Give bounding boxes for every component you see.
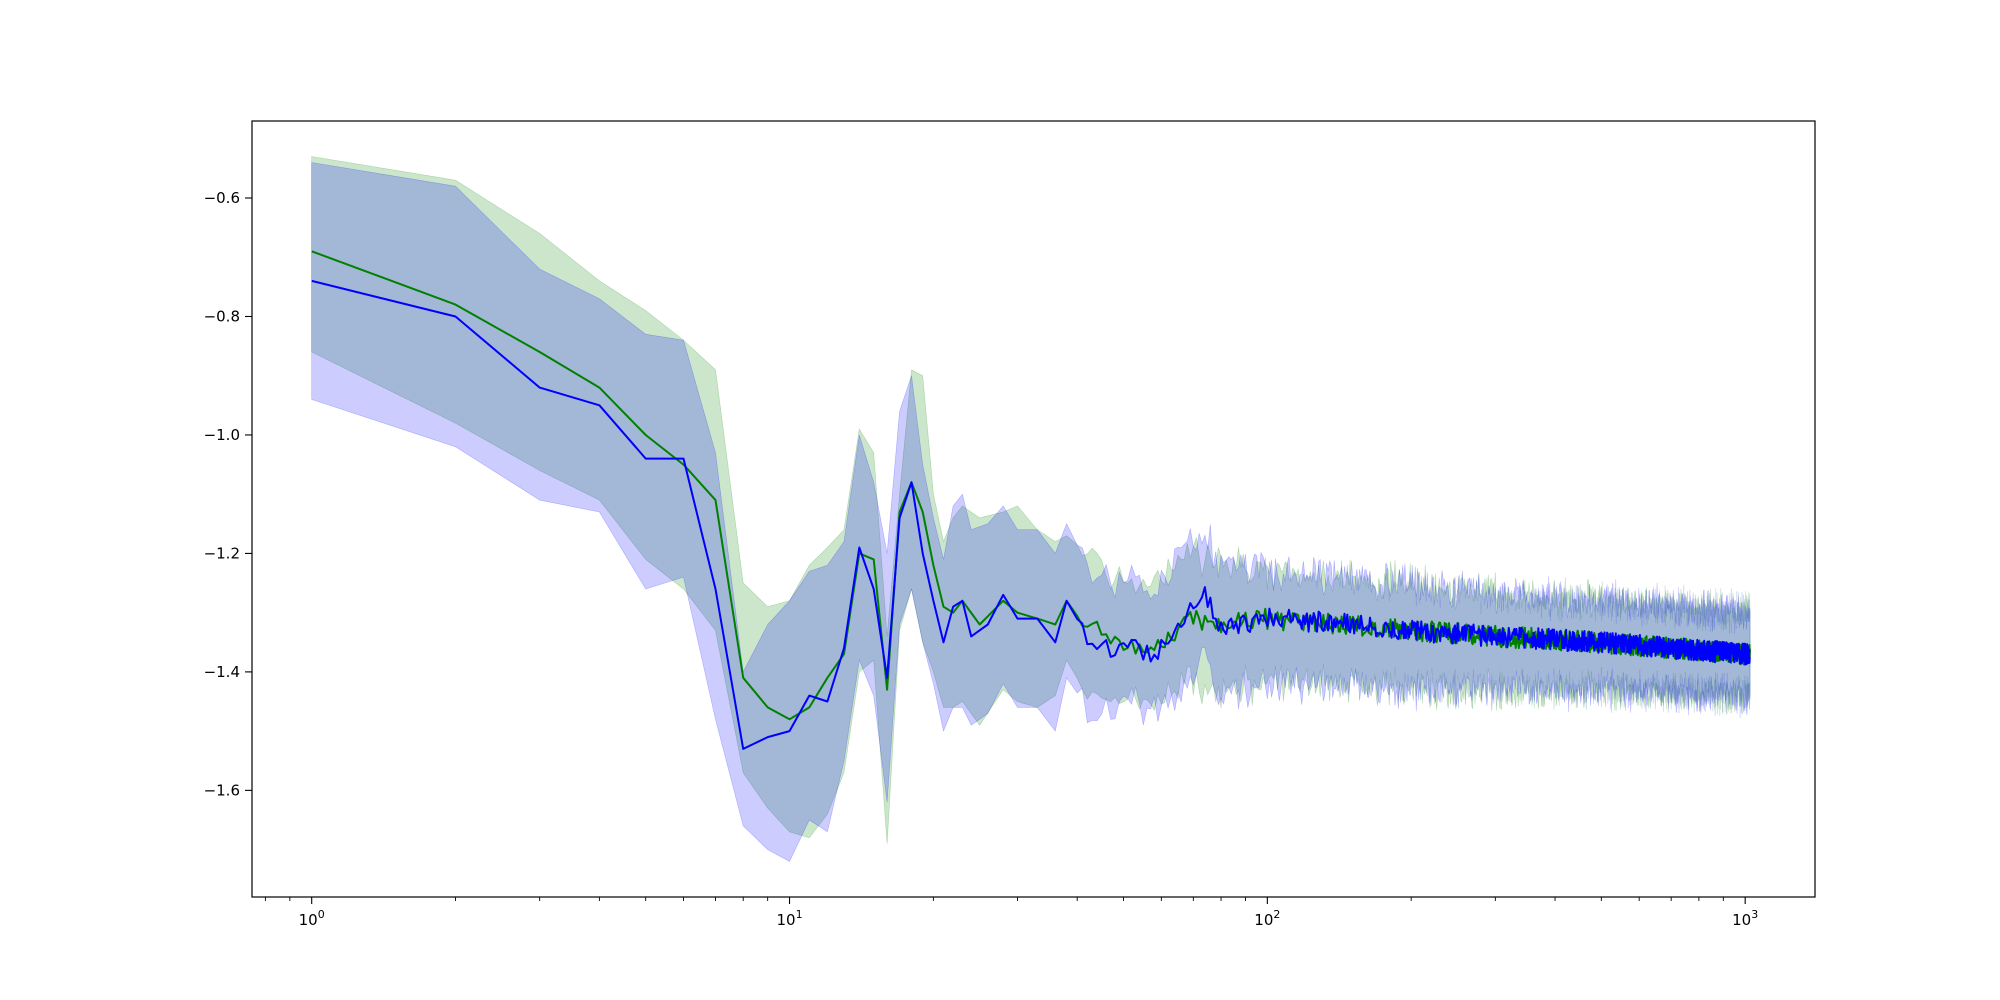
y-axis-ticks: −1.6 −1.4 −1.2 −1.0 −0.8 −0.6 xyxy=(204,189,252,799)
x-tick-label: 101 xyxy=(776,908,802,929)
x-tick-label: 100 xyxy=(299,908,325,929)
y-tick-label: −1.0 xyxy=(204,426,240,444)
y-tick-label: −1.4 xyxy=(204,663,240,681)
confidence-bands xyxy=(311,156,1751,862)
y-tick-label: −1.6 xyxy=(204,781,240,799)
series-1-line xyxy=(311,279,1751,750)
y-tick-label: −1.2 xyxy=(204,544,240,562)
y-tick-label: −0.6 xyxy=(204,189,240,207)
x-tick-label: 103 xyxy=(1732,908,1758,929)
series-0-band xyxy=(311,156,1751,844)
mean-lines xyxy=(311,250,1752,750)
y-tick-label: −0.8 xyxy=(204,307,240,325)
axes-frame xyxy=(251,120,1816,898)
x-axis-ticks: 100 101 102 103 xyxy=(264,897,1758,929)
series-1-band xyxy=(311,162,1751,862)
x-tick-label: 102 xyxy=(1254,908,1280,929)
